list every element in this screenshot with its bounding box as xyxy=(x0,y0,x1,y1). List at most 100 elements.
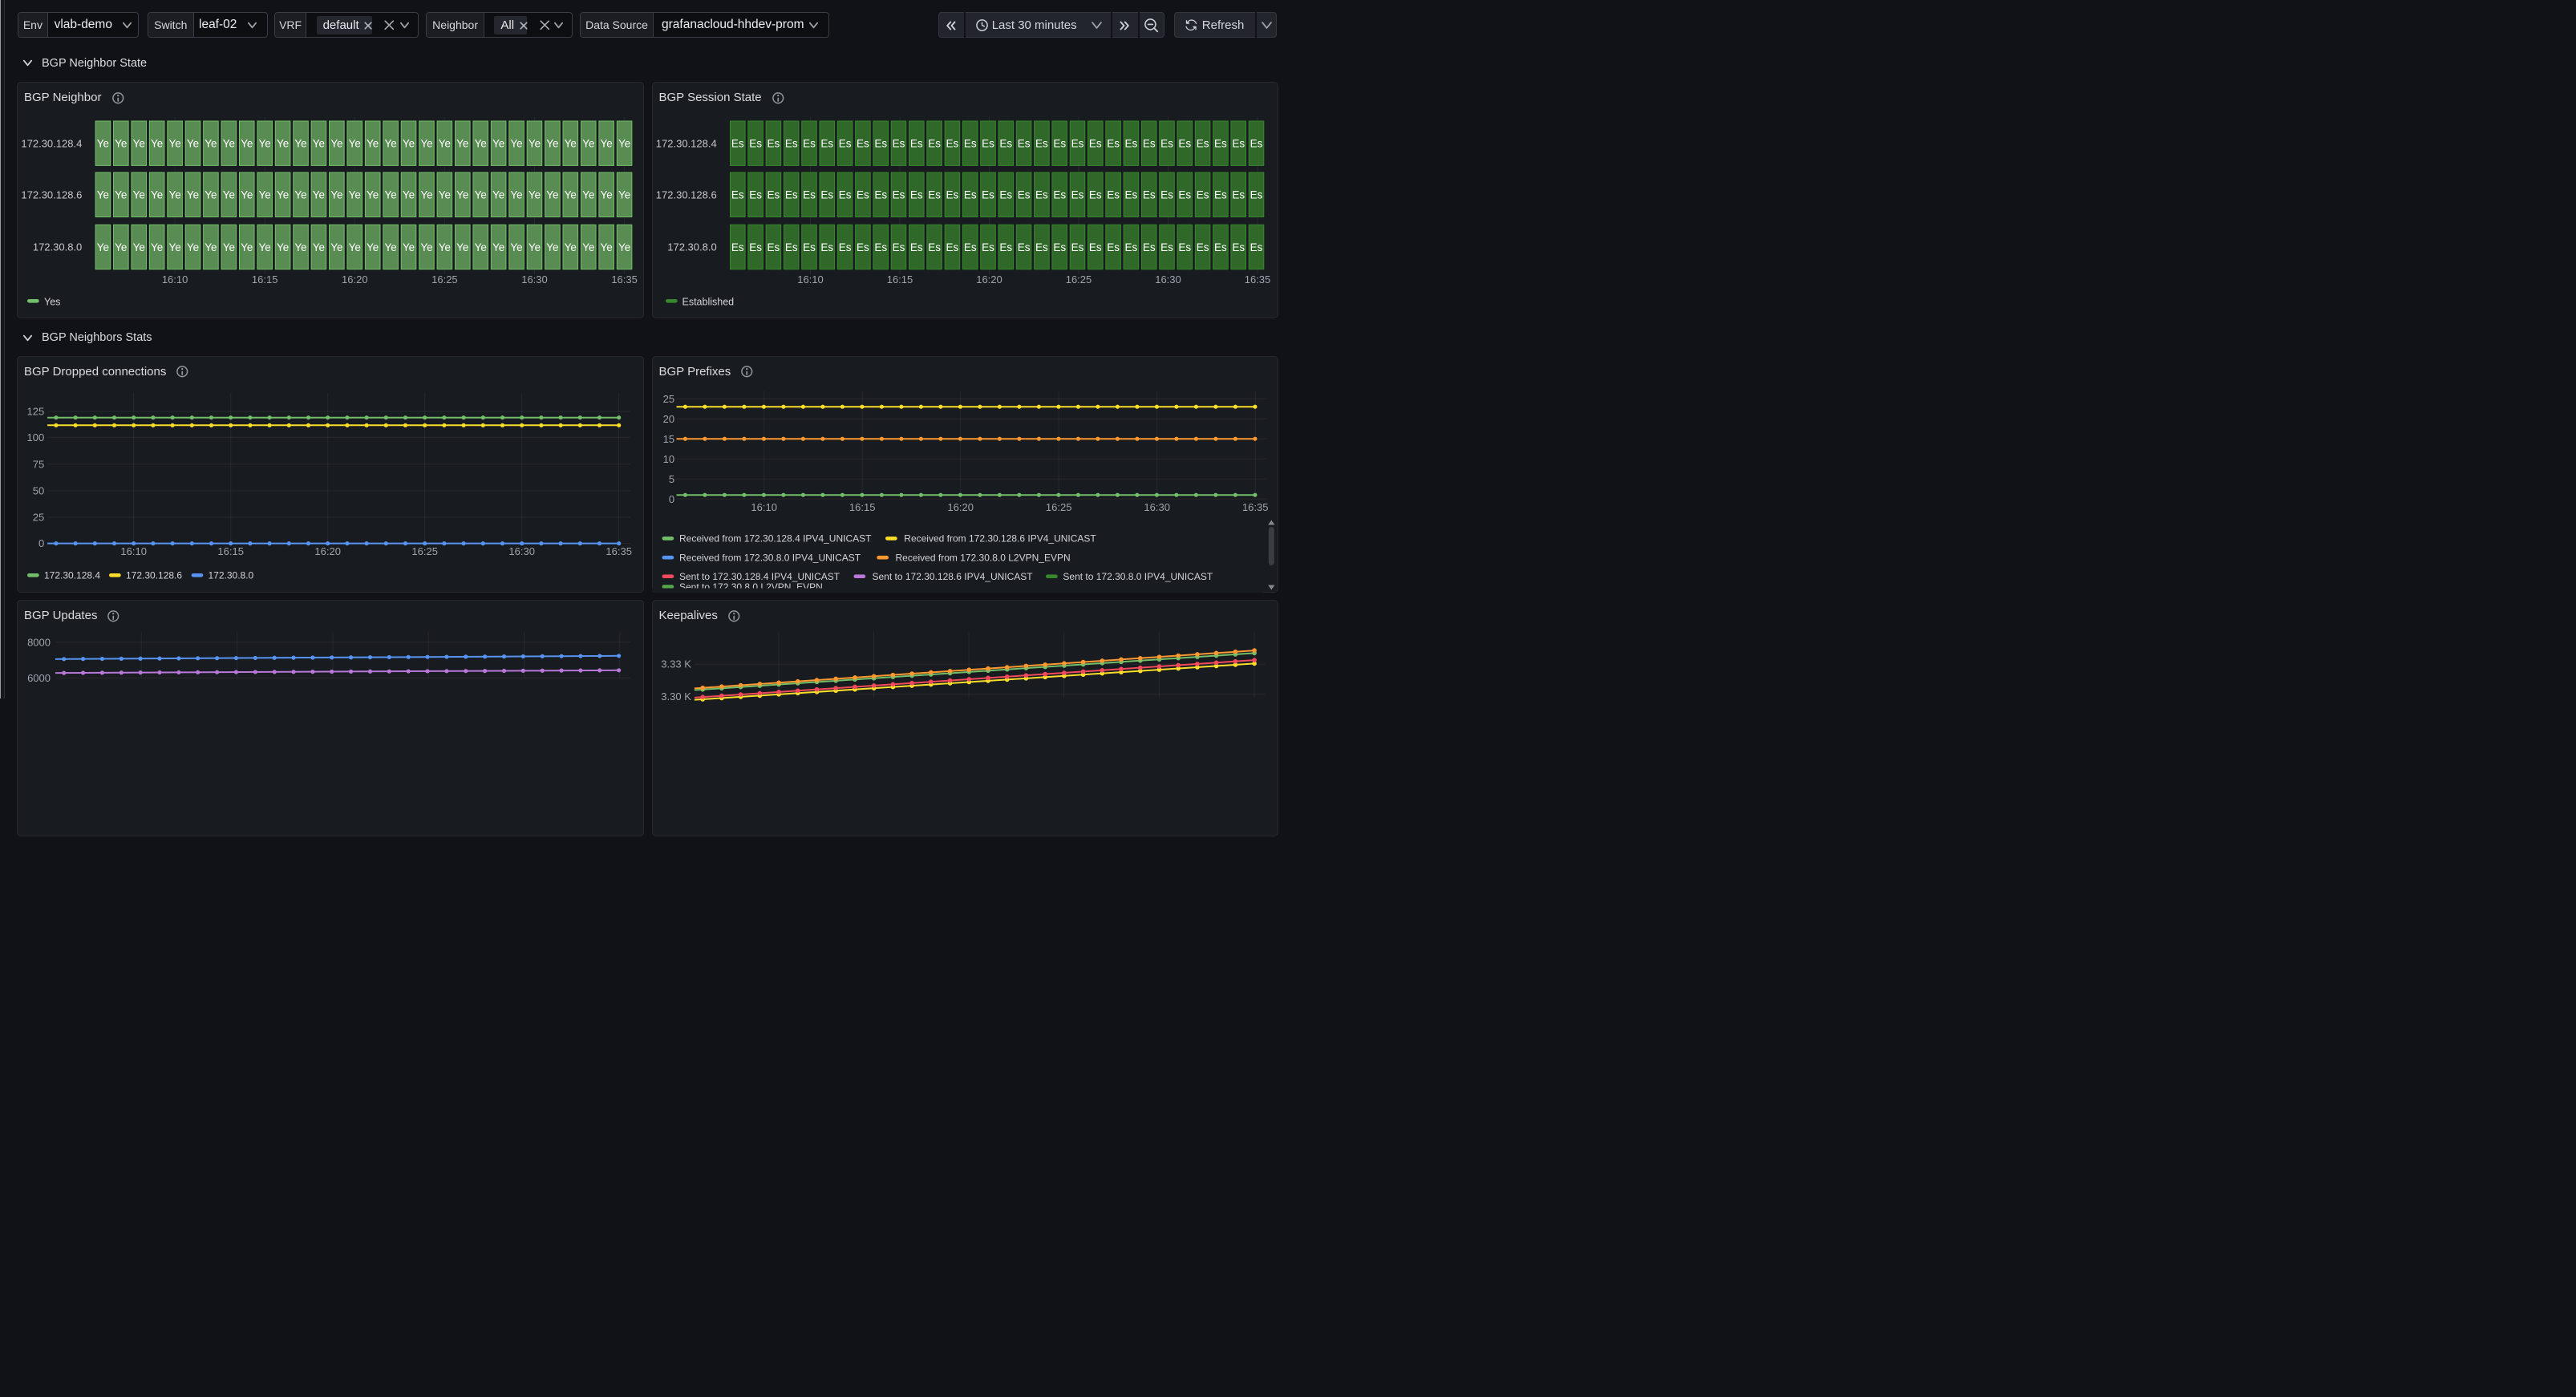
svg-text:Ye: Ye xyxy=(582,138,594,150)
svg-text:Ye: Ye xyxy=(259,241,271,253)
svg-text:0: 0 xyxy=(38,537,44,549)
svg-text:Es: Es xyxy=(892,189,905,201)
svg-text:Es: Es xyxy=(820,241,833,253)
svg-text:Received from 172.30.128.6 IPV: Received from 172.30.128.6 IPV4_UNICAST xyxy=(904,533,1096,545)
svg-text:Ye: Ye xyxy=(330,138,342,150)
svg-text:Ye: Ye xyxy=(420,138,432,150)
svg-text:Es: Es xyxy=(1088,138,1101,150)
svg-text:Ye: Ye xyxy=(367,189,379,201)
svg-text:16:20: 16:20 xyxy=(976,273,1002,285)
svg-text:8000: 8000 xyxy=(27,636,51,648)
svg-text:Ye: Ye xyxy=(97,241,109,253)
svg-text:Es: Es xyxy=(857,189,869,201)
svg-text:16:35: 16:35 xyxy=(611,273,638,285)
svg-text:172.30.8.0: 172.30.8.0 xyxy=(667,241,716,253)
svg-text:25: 25 xyxy=(662,393,674,405)
svg-text:Ye: Ye xyxy=(115,241,127,253)
svg-text:Es: Es xyxy=(803,241,816,253)
svg-text:6000: 6000 xyxy=(27,672,51,684)
svg-text:Ye: Ye xyxy=(349,241,361,253)
svg-text:Ye: Ye xyxy=(475,189,487,201)
svg-text:Es: Es xyxy=(928,189,941,201)
svg-text:Ye: Ye xyxy=(277,189,289,201)
svg-text:Ye: Ye xyxy=(133,138,145,150)
svg-text:Ye: Ye xyxy=(546,241,558,253)
svg-text:16:15: 16:15 xyxy=(886,273,913,285)
svg-text:Ye: Ye xyxy=(403,189,415,201)
svg-text:Es: Es xyxy=(731,138,743,150)
svg-text:Ye: Ye xyxy=(223,138,235,150)
svg-text:75: 75 xyxy=(33,459,44,471)
svg-text:Ye: Ye xyxy=(601,138,613,150)
svg-text:Ye: Ye xyxy=(330,241,342,253)
svg-text:Es: Es xyxy=(1232,138,1245,150)
svg-text:Ye: Ye xyxy=(277,241,289,253)
svg-text:Ye: Ye xyxy=(384,138,396,150)
svg-text:10: 10 xyxy=(662,453,674,465)
svg-text:Ye: Ye xyxy=(349,189,361,201)
svg-text:Ye: Ye xyxy=(456,241,468,253)
svg-text:Ye: Ye xyxy=(151,189,163,201)
svg-text:Ye: Ye xyxy=(475,241,487,253)
svg-text:Es: Es xyxy=(1088,189,1101,201)
svg-text:Ye: Ye xyxy=(241,241,253,253)
svg-text:Ye: Ye xyxy=(241,189,253,201)
svg-text:Es: Es xyxy=(1196,138,1209,150)
svg-text:16:20: 16:20 xyxy=(342,273,368,285)
svg-text:Ye: Ye xyxy=(294,138,306,150)
svg-text:Ye: Ye xyxy=(601,241,613,253)
svg-text:Es: Es xyxy=(1053,138,1066,150)
svg-text:100: 100 xyxy=(26,431,44,443)
svg-text:Es: Es xyxy=(1017,138,1030,150)
svg-text:Es: Es xyxy=(1178,189,1191,201)
svg-text:Ye: Ye xyxy=(294,189,306,201)
svg-text:172.30.128.6: 172.30.128.6 xyxy=(126,570,182,581)
svg-text:Ye: Ye xyxy=(277,138,289,150)
svg-text:Es: Es xyxy=(1071,138,1083,150)
svg-text:Es: Es xyxy=(874,241,887,253)
svg-text:Ye: Ye xyxy=(205,189,217,201)
svg-text:Ye: Ye xyxy=(241,138,253,150)
svg-text:Ye: Ye xyxy=(330,189,342,201)
svg-text:Ye: Ye xyxy=(510,138,522,150)
svg-text:16:10: 16:10 xyxy=(162,273,188,285)
svg-text:Es: Es xyxy=(1124,241,1137,253)
svg-text:Es: Es xyxy=(1071,189,1083,201)
svg-text:Es: Es xyxy=(928,241,941,253)
svg-text:Ye: Ye xyxy=(546,138,558,150)
svg-text:Es: Es xyxy=(838,138,851,150)
svg-text:Ye: Ye xyxy=(313,138,325,150)
svg-text:Es: Es xyxy=(767,189,780,201)
svg-text:16:30: 16:30 xyxy=(1144,501,1170,513)
svg-text:Ye: Ye xyxy=(367,138,379,150)
svg-text:172.30.128.4: 172.30.128.4 xyxy=(21,138,82,150)
svg-text:Es: Es xyxy=(1214,189,1227,201)
svg-text:Es: Es xyxy=(1053,189,1066,201)
svg-text:Sent to 172.30.128.4 IPV4_UNIC: Sent to 172.30.128.4 IPV4_UNICAST xyxy=(679,571,840,582)
svg-text:Ye: Ye xyxy=(439,241,451,253)
svg-text:Es: Es xyxy=(1088,241,1101,253)
svg-text:Ye: Ye xyxy=(565,241,577,253)
svg-text:Es: Es xyxy=(946,138,958,150)
svg-text:Ye: Ye xyxy=(187,138,199,150)
svg-text:16:25: 16:25 xyxy=(1045,501,1071,513)
svg-text:Ye: Ye xyxy=(439,138,451,150)
svg-text:Es: Es xyxy=(1196,241,1209,253)
svg-text:16:25: 16:25 xyxy=(431,273,458,285)
svg-text:Ye: Ye xyxy=(618,138,630,150)
svg-text:Ye: Ye xyxy=(384,241,396,253)
svg-text:Ye: Ye xyxy=(259,189,271,201)
svg-text:Ye: Ye xyxy=(187,241,199,253)
svg-text:Ye: Ye xyxy=(349,138,361,150)
svg-text:Ye: Ye xyxy=(259,138,271,150)
svg-text:Es: Es xyxy=(874,138,887,150)
svg-text:Es: Es xyxy=(1250,138,1262,150)
svg-text:Es: Es xyxy=(909,189,922,201)
svg-text:172.30.128.6: 172.30.128.6 xyxy=(655,189,716,201)
svg-text:172.30.8.0: 172.30.8.0 xyxy=(209,570,254,581)
svg-text:16:35: 16:35 xyxy=(1244,273,1270,285)
svg-text:Received from 172.30.128.4 IPV: Received from 172.30.128.4 IPV4_UNICAST xyxy=(679,533,872,545)
svg-text:Ye: Ye xyxy=(456,189,468,201)
svg-text:Es: Es xyxy=(1142,189,1155,201)
svg-text:Ye: Ye xyxy=(168,241,180,253)
